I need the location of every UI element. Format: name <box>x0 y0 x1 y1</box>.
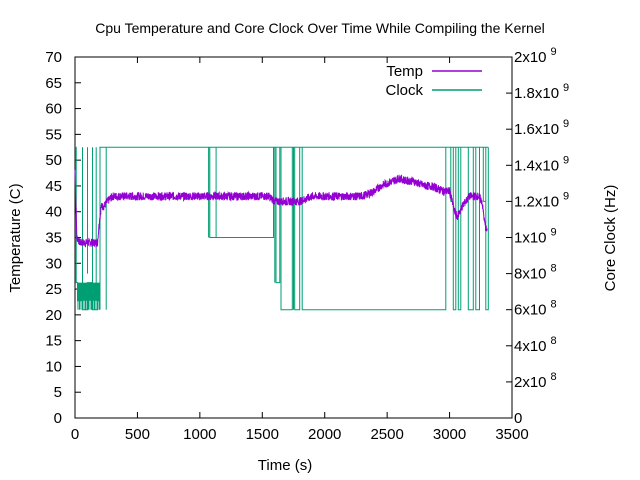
x-tick-label: 0 <box>71 426 79 443</box>
y-tick-label: 55 <box>45 126 62 143</box>
y-tick-label: 40 <box>45 204 62 221</box>
x-tick-label: 3500 <box>495 426 528 443</box>
x-axis: 0 500 1000 1500 2000 2500 3000 3500 <box>71 57 529 443</box>
y-tick-label: 70 <box>45 49 62 66</box>
y2-tick-label: 1.8x10 9 <box>514 82 569 102</box>
legend-label-clock: Clock <box>385 82 423 99</box>
y2-tick-label: 6x10 8 <box>514 299 557 319</box>
y-tick-label: 65 <box>45 75 62 92</box>
y2-axis-label: Core Clock (Hz) <box>602 185 619 292</box>
y-tick-label: 5 <box>54 384 62 401</box>
y-tick-label: 10 <box>45 358 62 375</box>
y2-tick-label: 0 <box>514 410 522 427</box>
y-axis: 0 5 10 15 20 25 30 35 40 45 50 55 60 65 70 <box>45 49 81 427</box>
plot-area <box>74 146 489 311</box>
x-tick-label: 3000 <box>433 426 466 443</box>
y-tick-label: 25 <box>45 281 62 298</box>
y2-tick-label: 8x10 8 <box>514 263 557 283</box>
x-tick-label: 2500 <box>370 426 403 443</box>
legend: Temp Clock <box>385 63 482 99</box>
y2-tick-label: 4x10 8 <box>514 335 557 355</box>
x-axis-label: Time (s) <box>258 457 312 474</box>
y-tick-label: 0 <box>54 410 62 427</box>
y2-axis: 0 2x10 8 4x10 8 6x10 8 8x10 8 1x10 9 1.2x10 9 1.4x10 9… <box>506 46 569 427</box>
x-tick-label: 1500 <box>246 426 279 443</box>
y-tick-label: 35 <box>45 230 62 247</box>
y-tick-label: 45 <box>45 178 62 195</box>
y-tick-label: 15 <box>45 333 62 350</box>
y-axis-label: Temperature (C) <box>7 183 24 292</box>
y2-tick-label: 2x10 8 <box>514 371 557 391</box>
legend-label-temp: Temp <box>386 63 423 80</box>
y2-tick-label: 2x10 9 <box>514 46 557 66</box>
y2-tick-label: 1x10 9 <box>514 227 557 247</box>
series-line-temp <box>74 169 488 248</box>
series-line-clock <box>75 146 489 311</box>
y-tick-label: 20 <box>45 307 62 324</box>
chart-title: Cpu Temperature and Core Clock Over Time… <box>95 20 545 36</box>
x-tick-label: 500 <box>125 426 150 443</box>
y2-tick-label: 1.4x10 9 <box>514 154 569 174</box>
y-tick-label: 60 <box>45 101 62 118</box>
y2-tick-label: 1.6x10 9 <box>514 118 569 138</box>
y2-tick-label: 1.2x10 9 <box>514 190 569 210</box>
y-tick-label: 30 <box>45 255 62 272</box>
x-tick-label: 2000 <box>308 426 341 443</box>
x-tick-label: 1000 <box>183 426 216 443</box>
y-tick-label: 50 <box>45 152 62 169</box>
